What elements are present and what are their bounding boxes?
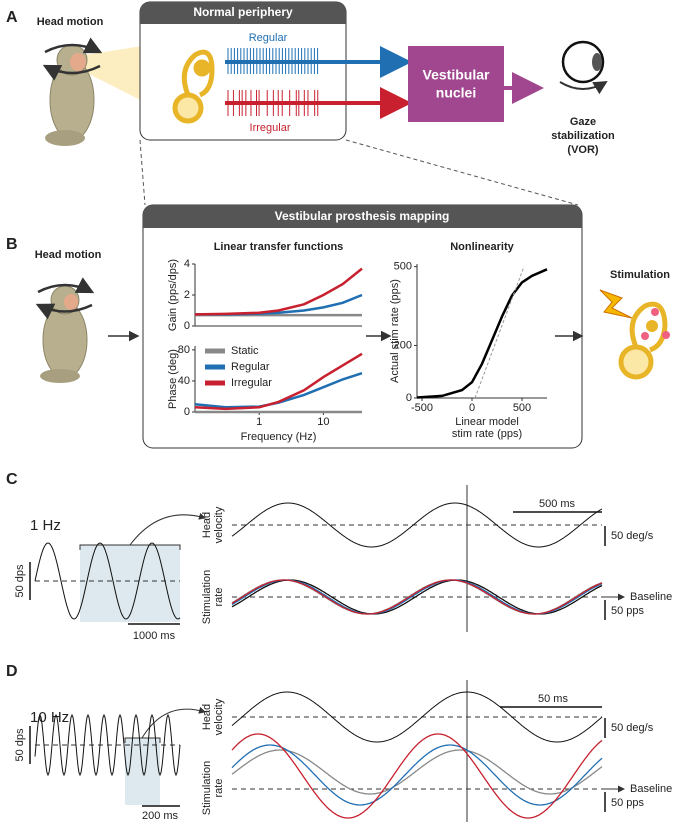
y-tick-label: 4: [184, 258, 190, 270]
panel-label: D: [6, 663, 18, 680]
gaze-label: stabilization: [551, 130, 615, 142]
axis-label: Stimulation: [201, 761, 213, 815]
irregular-label: Irregular: [250, 122, 291, 134]
head-motion-label: Head motion: [37, 16, 104, 28]
y-tick-label: 0: [406, 392, 412, 404]
scale-label: 50 dps: [14, 564, 26, 598]
zoom-line: [345, 139, 579, 206]
x-tick-label: 500: [513, 402, 531, 414]
axis-label: Stimulation: [201, 570, 213, 624]
panel-label: B: [6, 236, 18, 253]
frequency-label: 1 Hz: [30, 517, 61, 534]
y-axis-label: Phase (deg): [167, 349, 179, 409]
zoom-arrow: [129, 512, 206, 546]
stim-ear-icon: [599, 289, 670, 380]
waveform: [34, 713, 181, 777]
scale-label: 500 ms: [539, 498, 576, 510]
scale-label: 50 ms: [538, 693, 568, 705]
y-tick-label: 40: [178, 375, 190, 387]
axis-label: rate: [213, 779, 225, 798]
box-title: Vestibular prosthesis mapping: [275, 209, 450, 223]
x-axis-label: Linear model: [455, 416, 519, 428]
rotation-arrow: [35, 303, 93, 320]
scale-label: 50 pps: [611, 797, 645, 809]
x-tick-label: -500: [411, 402, 433, 414]
nuclei-label: Vestibular: [423, 67, 490, 83]
zoom-line: [139, 139, 146, 206]
box-header: [143, 205, 582, 228]
x-axis-label: Frequency (Hz): [241, 431, 317, 443]
series-line: [194, 352, 363, 411]
waveform: [34, 542, 181, 620]
y-tick-label: 2: [184, 289, 190, 301]
axis-label: velocity: [213, 698, 225, 735]
y-axis-label: Actual stim rate (pps): [389, 279, 401, 383]
series-line: [416, 268, 548, 399]
eye-icon: [559, 40, 608, 95]
y-tick-label: 80: [178, 344, 190, 356]
series-line: [474, 266, 525, 399]
x-tick-label: 1: [256, 416, 262, 428]
rotation-arrow: [37, 277, 95, 294]
y-tick-label: 0: [184, 320, 190, 332]
scale-label: 200 ms: [142, 810, 179, 822]
x-tick-label: 0: [469, 402, 475, 414]
baseline-label: Baseline: [630, 783, 672, 795]
nuclei-box: [408, 46, 504, 122]
zoom-arrow: [141, 706, 206, 739]
axis-label: Head: [201, 704, 213, 730]
panel-label: C: [6, 471, 18, 488]
axis-label: Head: [201, 512, 213, 538]
y-tick-label: 500: [394, 261, 412, 273]
box-title: Normal periphery: [193, 5, 293, 19]
rotation-arrow: [42, 64, 101, 81]
monkey-a: [45, 44, 95, 146]
frequency-label: 10 Hz: [30, 709, 69, 726]
waveform: [231, 691, 603, 743]
box-header: [140, 2, 346, 24]
x-axis-label: stim rate (pps): [452, 428, 522, 440]
waveform: [231, 502, 603, 548]
waveform: [231, 579, 603, 615]
axis-label: velocity: [213, 506, 225, 543]
y-axis-label: Gain (pps/dps): [167, 259, 179, 331]
y-tick-label: 200: [394, 339, 412, 351]
panel-label: A: [6, 9, 18, 26]
axis-label: rate: [213, 588, 225, 607]
scale-label: 50 deg/s: [611, 530, 654, 542]
y-tick-label: 0: [184, 406, 190, 418]
legend-label: Regular: [231, 361, 270, 373]
series-line: [194, 372, 363, 409]
nuclei-label: nuclei: [436, 85, 476, 101]
series-line: [194, 267, 363, 316]
waveform: [231, 749, 603, 795]
monkey-b: [40, 285, 88, 383]
gaze-label: Gaze: [570, 116, 596, 128]
head-motion-label: Head motion: [35, 249, 102, 261]
scale-label: 50 pps: [611, 605, 645, 617]
chart-title: Linear transfer functions: [214, 241, 344, 253]
scale-label: 50 dps: [14, 728, 26, 762]
x-tick-label: 10: [317, 416, 329, 428]
waveform: [231, 733, 603, 819]
legend-label: Irregular: [231, 377, 272, 389]
stimulation-label: Stimulation: [610, 269, 670, 281]
baseline-label: Baseline: [630, 591, 672, 603]
legend-label: Static: [231, 345, 259, 357]
scale-label: 1000 ms: [133, 630, 176, 642]
window-shade: [80, 545, 180, 622]
regular-label: Regular: [249, 32, 288, 44]
gaze-label: (VOR): [567, 144, 599, 156]
ear-icon: [172, 49, 215, 124]
chart-title: Nonlinearity: [450, 241, 514, 253]
rotation-arrow: [44, 37, 103, 54]
scale-label: 50 deg/s: [611, 722, 654, 734]
waveform: [231, 744, 603, 806]
